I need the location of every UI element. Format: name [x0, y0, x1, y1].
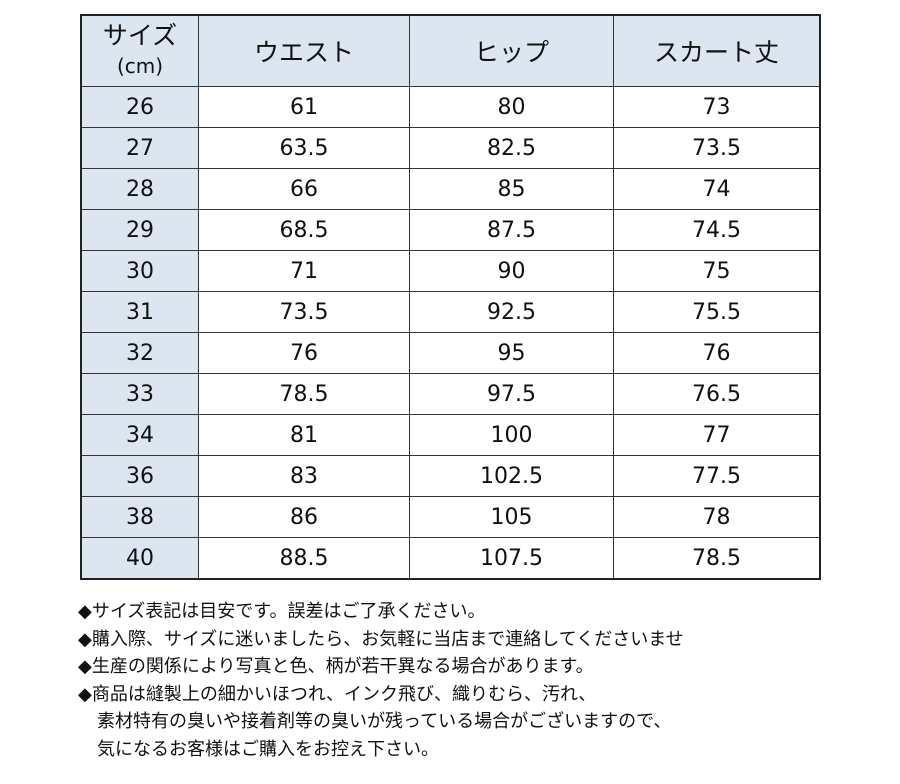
skirt-length-cell: 77.5 — [613, 455, 821, 497]
size-cell: 29 — [80, 209, 199, 251]
header-size-label: サイズ — [102, 21, 178, 50]
hip-cell: 97.5 — [409, 373, 614, 415]
header-hip: ヒップ — [409, 14, 614, 87]
waist-cell: 71 — [198, 250, 410, 292]
note-line: 素材特有の臭いや接着剤等の臭いが残っている場合がございますので、 — [97, 711, 672, 732]
table-row: 31 73.5 92.5 75.5 — [80, 291, 821, 333]
skirt-length-cell: 75.5 — [613, 291, 821, 333]
hip-cell: 100 — [409, 414, 614, 456]
size-cell: 33 — [80, 373, 199, 415]
note-line: ◆購入際、サイズに迷いましたら、お気軽に当店まで連絡してくださいませ — [78, 628, 684, 650]
skirt-length-cell: 73.5 — [613, 127, 821, 169]
size-cell: 30 — [80, 250, 199, 292]
hip-cell: 95 — [409, 332, 614, 374]
size-cell: 28 — [80, 168, 199, 210]
header-size-unit: (cm) — [116, 54, 164, 78]
table-header-row: サイズ (cm) ウエスト ヒップ スカート丈 — [80, 14, 821, 87]
size-cell: 34 — [80, 414, 199, 456]
table-row: 33 78.5 97.5 76.5 — [80, 373, 821, 415]
table-row: 26 61 80 73 — [80, 86, 821, 128]
table-row: 32 76 95 76 — [80, 332, 821, 374]
waist-cell: 86 — [198, 496, 410, 538]
hip-cell: 87.5 — [409, 209, 614, 251]
size-cell: 27 — [80, 127, 199, 169]
note-line: ◆商品は縫製上の細かいほつれ、インク飛び、織りむら、汚れ、 — [78, 683, 597, 705]
skirt-length-cell: 74 — [613, 168, 821, 210]
waist-cell: 73.5 — [198, 291, 410, 333]
hip-cell: 105 — [409, 496, 614, 538]
header-skirt-length: スカート丈 — [613, 14, 821, 87]
size-cell: 26 — [80, 86, 199, 128]
note-line: ◆サイズ表記は目安です。誤差はご了承ください。 — [78, 601, 486, 622]
note-line: ◆生産の関係により写真と色、柄が若干異なる場合があります。 — [78, 656, 594, 677]
skirt-length-cell: 78.5 — [613, 537, 821, 580]
waist-cell: 63.5 — [198, 127, 410, 169]
hip-cell: 107.5 — [409, 537, 614, 580]
table-row: 27 63.5 82.5 73.5 — [80, 127, 821, 169]
table-row: 30 71 90 75 — [80, 250, 821, 292]
skirt-length-cell: 74.5 — [613, 209, 821, 251]
notes: ◆サイズ表記は目安です。誤差はご了承ください。 ◆購入際、サイズに迷いましたら、… — [78, 598, 684, 763]
skirt-length-cell: 77 — [613, 414, 821, 456]
header-size: サイズ (cm) — [80, 14, 199, 87]
size-cell: 40 — [80, 537, 199, 580]
waist-cell: 81 — [198, 414, 410, 456]
table-row: 29 68.5 87.5 74.5 — [80, 209, 821, 251]
skirt-length-cell: 76.5 — [613, 373, 821, 415]
header-waist: ウエスト — [198, 14, 410, 87]
hip-cell: 82.5 — [409, 127, 614, 169]
waist-cell: 61 — [198, 86, 410, 128]
hip-cell: 90 — [409, 250, 614, 292]
note-line: 気になるお客様はご購入をお控え下さい。 — [97, 738, 439, 760]
size-cell: 32 — [80, 332, 199, 374]
skirt-length-cell: 75 — [613, 250, 821, 292]
table-row: 36 83 102.5 77.5 — [80, 455, 821, 497]
waist-cell: 68.5 — [198, 209, 410, 251]
waist-cell: 78.5 — [198, 373, 410, 415]
hip-cell: 92.5 — [409, 291, 614, 333]
hip-cell: 80 — [409, 86, 614, 128]
size-table: サイズ (cm) ウエスト ヒップ スカート丈 26 61 80 73 27 63.5 82… — [80, 14, 821, 580]
waist-cell: 88.5 — [198, 537, 410, 580]
hip-cell: 85 — [409, 168, 614, 210]
waist-cell: 66 — [198, 168, 410, 210]
table-row: 28 66 85 74 — [80, 168, 821, 210]
skirt-length-cell: 78 — [613, 496, 821, 538]
table-row: 38 86 105 78 — [80, 496, 821, 538]
size-cell: 31 — [80, 291, 199, 333]
waist-cell: 83 — [198, 455, 410, 497]
waist-cell: 76 — [198, 332, 410, 374]
table-row: 40 88.5 107.5 78.5 — [80, 537, 821, 580]
hip-cell: 102.5 — [409, 455, 614, 497]
skirt-length-cell: 76 — [613, 332, 821, 374]
size-cell: 38 — [80, 496, 199, 538]
skirt-length-cell: 73 — [613, 86, 821, 128]
table-row: 34 81 100 77 — [80, 414, 821, 456]
size-cell: 36 — [80, 455, 199, 497]
